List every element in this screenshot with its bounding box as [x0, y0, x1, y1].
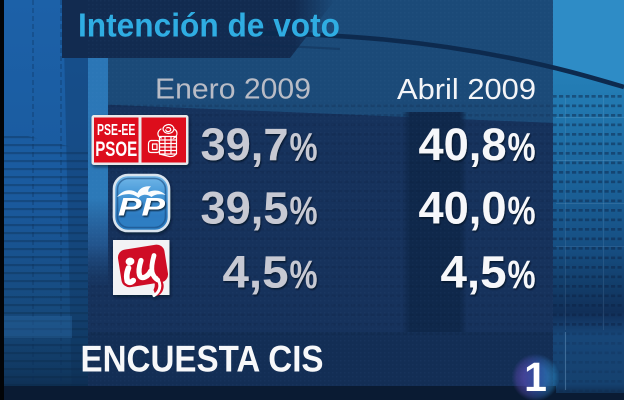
svg-text:%: %	[508, 189, 536, 233]
svg-text:ENCUESTA CIS: ENCUESTA CIS	[81, 339, 324, 380]
svg-text:PP: PP	[118, 194, 165, 222]
svg-text:%: %	[508, 126, 536, 170]
svg-text:%: %	[508, 253, 536, 297]
svg-text:Enero 2009: Enero 2009	[155, 74, 311, 106]
svg-text:4,5: 4,5	[441, 247, 507, 298]
svg-text:Abril 2009: Abril 2009	[397, 74, 536, 106]
svg-text:39,7: 39,7	[201, 119, 289, 170]
svg-text:40,0: 40,0	[419, 183, 507, 234]
svg-text:Intención de voto: Intención de voto	[78, 7, 340, 44]
svg-text:%: %	[290, 126, 318, 170]
svg-text:39,5: 39,5	[201, 183, 289, 234]
svg-text:40,8: 40,8	[419, 119, 507, 170]
svg-text:PSE-EE: PSE-EE	[97, 122, 136, 139]
svg-text:4,5: 4,5	[223, 247, 289, 298]
svg-text:%: %	[290, 253, 318, 297]
svg-text:1: 1	[524, 354, 547, 400]
svg-text:%: %	[290, 189, 318, 233]
svg-text:PSOE: PSOE	[95, 137, 137, 161]
